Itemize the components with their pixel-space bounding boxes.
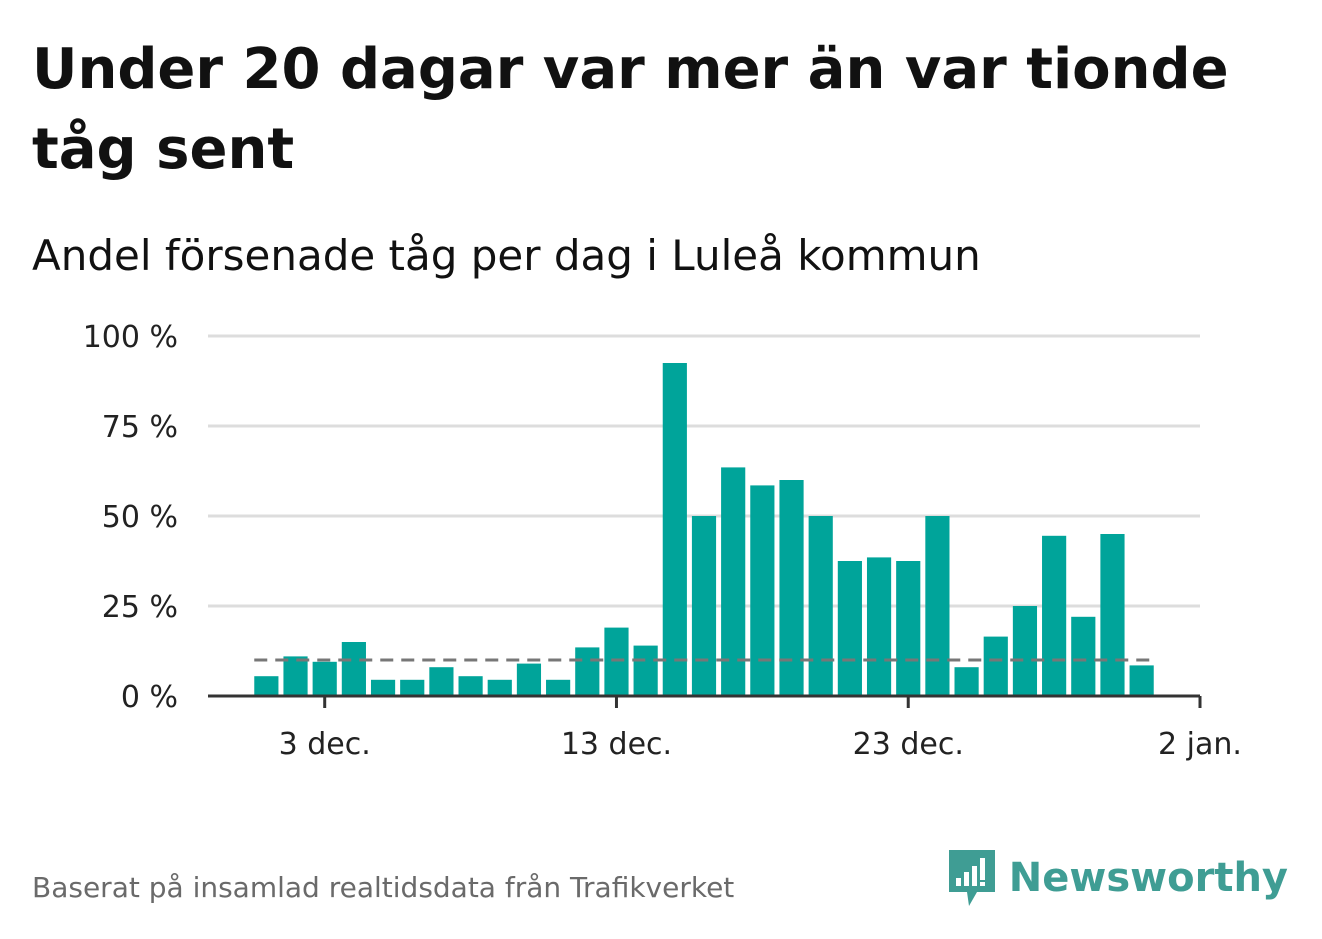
x-tick-label: 23 dec. [853, 727, 964, 762]
bar [516, 663, 542, 696]
bar [1129, 665, 1154, 696]
y-tick-label: 75 % [102, 410, 178, 445]
y-axis-labels: 0 % 25 % 50 % 75 % 100 % [83, 320, 178, 715]
bar [662, 363, 687, 696]
y-tick-label: 100 % [83, 320, 178, 355]
bar [925, 516, 950, 696]
newsworthy-bars-icon [948, 850, 995, 906]
bar [312, 661, 337, 696]
bar [429, 667, 454, 696]
bar [370, 679, 396, 696]
bar [1012, 606, 1038, 696]
bar [721, 467, 746, 696]
bar [1071, 616, 1096, 696]
y-tick-label: 25 % [102, 590, 178, 625]
bar [487, 679, 512, 696]
bar [575, 647, 600, 696]
bar [546, 679, 571, 696]
bar [400, 679, 425, 696]
x-tick-label: 13 dec. [561, 727, 672, 762]
source-footer: Baserat på insamlad realtidsdata från Tr… [32, 871, 735, 904]
brand-name: Newsworthy [1008, 855, 1288, 901]
x-tick-label: 3 dec. [279, 727, 371, 762]
bar [1042, 535, 1067, 696]
x-axis-labels: 3 dec. 13 dec. 23 dec. 2 jan. [279, 727, 1242, 762]
bar [808, 516, 833, 696]
bar [750, 485, 775, 696]
bar [896, 561, 921, 696]
brand: Newsworthy [947, 848, 1288, 908]
bar [283, 656, 308, 696]
bar [779, 480, 804, 696]
bar [954, 667, 979, 696]
bar [458, 676, 483, 696]
bar [633, 645, 658, 696]
bar [604, 627, 629, 696]
bar [341, 642, 366, 696]
bar [1100, 534, 1125, 696]
y-tick-label: 50 % [102, 500, 178, 535]
x-tick-label: 2 jan. [1158, 727, 1242, 762]
chart-title: Under 20 dagar var mer än var tionde tåg… [32, 37, 1229, 182]
y-tick-label: 0 % [121, 680, 178, 715]
bar [983, 636, 1008, 696]
bar [866, 557, 892, 696]
x-axis [208, 694, 1202, 708]
bar [691, 516, 717, 696]
bar [837, 561, 862, 696]
bars [254, 363, 1154, 696]
bar [254, 676, 279, 696]
chart-subtitle: Andel försenade tåg per dag i Luleå komm… [32, 231, 981, 280]
